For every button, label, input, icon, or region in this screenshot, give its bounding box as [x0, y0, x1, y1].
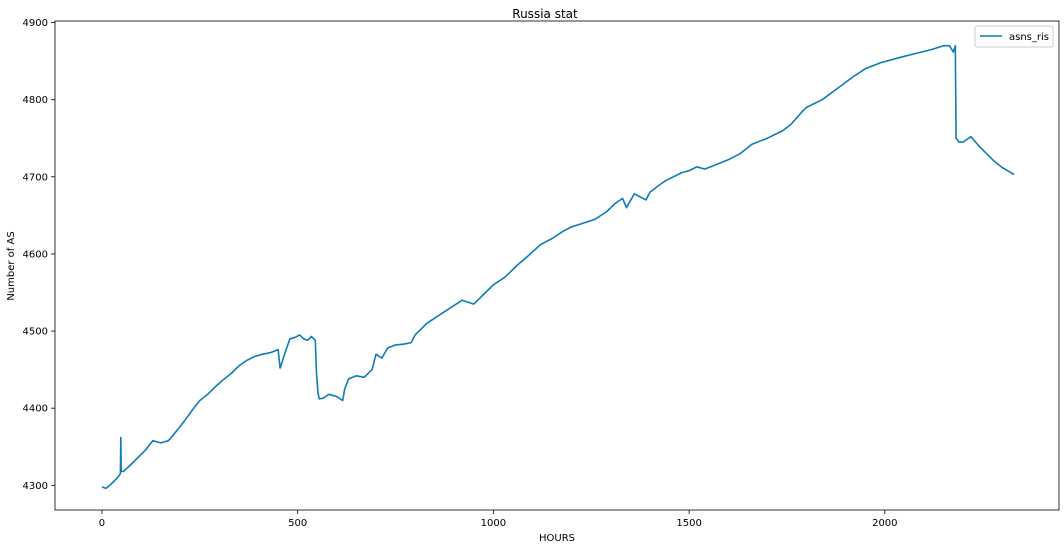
legend: asns_ris — [974, 25, 1054, 48]
x-tick-label: 0 — [99, 518, 105, 529]
y-tick-label: 4900 — [23, 18, 48, 29]
series-layer — [101, 44, 1015, 490]
y-tick-label: 4600 — [23, 249, 48, 260]
y-tick-label: 4500 — [23, 327, 48, 338]
y-axis-label: Number of AS — [6, 231, 17, 300]
y-tick-label: 4800 — [23, 95, 48, 106]
legend-label: asns_ris — [1009, 32, 1049, 43]
legend-box — [974, 25, 1054, 48]
y-axis: 4300 4400 4500 4600 4700 4800 4900 — [23, 18, 55, 492]
y-tick-label: 4700 — [23, 172, 48, 183]
x-tick-label: 500 — [288, 518, 307, 529]
x-tick-label: 2000 — [872, 518, 897, 529]
y-tick-label: 4300 — [23, 481, 48, 492]
y-tick-label: 4400 — [23, 404, 48, 415]
x-axis-label: HOURS — [539, 533, 575, 544]
series-line-asns_ris — [101, 44, 1015, 490]
x-axis: 0 500 1000 1500 2000 — [99, 510, 898, 529]
x-tick-label: 1000 — [481, 518, 506, 529]
plot-frame — [54, 20, 1060, 511]
x-tick-label: 1500 — [676, 518, 701, 529]
chart-title: Russia stat — [512, 7, 578, 21]
plot-area — [55, 21, 1059, 510]
